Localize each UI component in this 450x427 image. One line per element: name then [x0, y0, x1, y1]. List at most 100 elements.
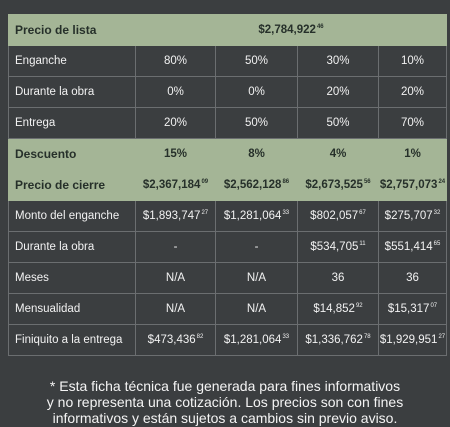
cell: $275,70732: [378, 200, 447, 232]
cell: 70%: [378, 107, 447, 139]
cell: $802,05767: [297, 200, 379, 232]
amount: $534,705: [310, 241, 359, 253]
amount: $15,317: [387, 303, 430, 315]
cell: $534,70511: [297, 231, 379, 263]
cell: 36: [297, 262, 379, 294]
cell: 50%: [297, 107, 379, 139]
cents: 27: [201, 210, 209, 216]
cell: 8%: [215, 138, 298, 170]
cell: $2,562,12886: [215, 169, 298, 201]
cents: 82: [196, 334, 204, 340]
cents: 46: [316, 24, 324, 30]
row-label: Monto del enganche: [8, 200, 136, 232]
amount: $1,336,762: [305, 334, 363, 346]
table-row: Durante la obra 0% 0% 20% 20%: [8, 76, 447, 108]
cell: 15%: [135, 138, 216, 170]
cents: 33: [282, 334, 290, 340]
price-table: Precio de lista $2,784,92246 Enganche 80% 50…: [8, 14, 447, 356]
cell: 20%: [297, 76, 379, 108]
cents: 27: [438, 334, 446, 340]
table-row: Descuento 15% 8% 4% 1%: [8, 138, 447, 170]
cents: 86: [282, 179, 290, 185]
cell: 1%: [378, 138, 447, 170]
amount: $1,929,951: [379, 334, 438, 346]
cents: 33: [282, 210, 290, 216]
cell: 4%: [297, 138, 379, 170]
cents: 09: [201, 179, 209, 185]
table-row: Precio de lista $2,784,92246: [8, 14, 447, 46]
amount: $2,757,073: [379, 179, 438, 191]
cell: $1,336,76278: [297, 324, 379, 356]
table-row: Finiquito a la entrega $473,43682 $1,281,0…: [8, 324, 447, 356]
table-row: Monto del enganche $1,893,74727 $1,281,064…: [8, 200, 447, 232]
cell: 20%: [378, 76, 447, 108]
amount: $2,367,184: [142, 179, 201, 191]
cents: 67: [359, 210, 366, 216]
table-row: Enganche 80% 50% 30% 10%: [8, 45, 447, 77]
table-row: Mensualidad N/A N/A $14,85292 $15,31707: [8, 293, 447, 325]
row-label: Descuento: [8, 138, 136, 170]
cell: 0%: [135, 76, 216, 108]
table-row: Meses N/A N/A 36 36: [8, 262, 447, 294]
cell: 0%: [215, 76, 298, 108]
row-label: Entrega: [8, 107, 136, 139]
cell: $551,41465: [378, 231, 447, 263]
cell: $14,85292: [297, 293, 379, 325]
cell: 10%: [378, 45, 447, 77]
cell: -: [215, 231, 298, 263]
cell: $1,281,06433: [215, 324, 298, 356]
table-row: Durante la obra - - $534,70511 $551,41465: [8, 231, 447, 263]
row-label: Mensualidad: [8, 293, 136, 325]
table-row: Precio de cierre $2,367,18409 $2,562,12886…: [8, 169, 447, 201]
amount: $1,281,064: [223, 210, 282, 222]
amount: $2,784,922: [258, 24, 316, 36]
cell: $1,281,06433: [215, 200, 298, 232]
amount: $551,414: [384, 241, 433, 253]
cell: 50%: [215, 45, 298, 77]
cell: 36: [378, 262, 447, 294]
row-label: Meses: [8, 262, 136, 294]
amount: $2,562,128: [223, 179, 282, 191]
row-label: Finiquito a la entrega: [8, 324, 136, 356]
footnote: * Esta ficha técnica fue generada para f…: [0, 378, 450, 426]
cell: $1,929,95127: [378, 324, 447, 356]
amount: $473,436: [147, 334, 196, 346]
cell: 30%: [297, 45, 379, 77]
cell: N/A: [135, 293, 216, 325]
cell: N/A: [135, 262, 216, 294]
footnote-line: y no representa una cotización. Los prec…: [46, 394, 404, 410]
cell: 50%: [215, 107, 298, 139]
cents: 11: [359, 241, 366, 247]
cents: 65: [433, 241, 441, 247]
row-label: Enganche: [8, 45, 136, 77]
cents: 32: [433, 210, 441, 216]
cell: $2,784,92246: [135, 14, 447, 46]
row-label: Durante la obra: [8, 76, 136, 108]
cell: $473,43682: [135, 324, 216, 356]
amount: $1,281,064: [223, 334, 282, 346]
row-label: Durante la obra: [8, 231, 136, 263]
amount: $275,707: [384, 210, 433, 222]
cell: 80%: [135, 45, 216, 77]
cell: 20%: [135, 107, 216, 139]
cell: $1,893,74727: [135, 200, 216, 232]
row-label: Precio de cierre: [8, 169, 136, 201]
cents: 92: [355, 303, 363, 309]
cents: 24: [438, 179, 446, 185]
cell: $2,673,52556: [297, 169, 379, 201]
cents: 56: [363, 179, 371, 185]
cents: 78: [363, 334, 371, 340]
table-row: Entrega 20% 50% 50% 70%: [8, 107, 447, 139]
amount: $14,852: [313, 303, 355, 315]
footnote-line: * Esta ficha técnica fue generada para f…: [49, 378, 401, 394]
cell: N/A: [215, 262, 298, 294]
cell: -: [135, 231, 216, 263]
cents: 07: [430, 303, 438, 309]
amount: $1,893,747: [142, 210, 201, 222]
amount: $802,057: [310, 210, 359, 222]
footnote-line: informativos y están sujetos a cambios s…: [52, 410, 398, 426]
cell: N/A: [215, 293, 298, 325]
amount: $2,673,525: [305, 179, 363, 191]
cell: $2,367,18409: [135, 169, 216, 201]
